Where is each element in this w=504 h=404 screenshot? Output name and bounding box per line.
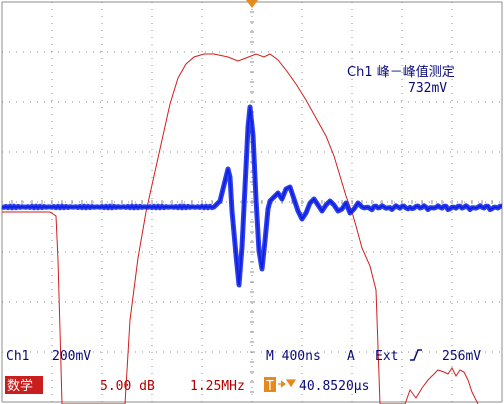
trigger-badge-bg — [264, 377, 276, 392]
trigger-position-readout[interactable]: 40.8520µs — [299, 379, 369, 394]
trigger-mode[interactable]: A — [347, 349, 355, 364]
math-badge-bg — [5, 376, 43, 394]
ch1-scale[interactable]: 200mV — [52, 349, 91, 364]
trigger-level[interactable]: 256mV — [442, 349, 481, 364]
math-badge[interactable]: 数学 — [7, 378, 33, 394]
measurement-value: 732mV — [408, 81, 447, 96]
math-frequency[interactable]: 1.25MHz — [190, 379, 245, 394]
trigger-source[interactable]: Ext — [375, 349, 398, 364]
timebase-readout[interactable]: M 400ns — [266, 349, 321, 364]
measurement-label: Ch1 峰－峰值测定 — [347, 64, 455, 80]
rising-edge-icon — [410, 349, 422, 361]
trigger-position-marker — [246, 0, 258, 8]
trigger-badge: T — [266, 379, 274, 394]
trigger-position-arrow-icon — [278, 379, 297, 388]
math-scale[interactable]: 5.00 dB — [100, 379, 155, 394]
ch1-label[interactable]: Ch1 — [6, 349, 29, 364]
math-fft-trace — [2, 53, 479, 404]
ch1-waveform-trace — [1, 106, 503, 286]
